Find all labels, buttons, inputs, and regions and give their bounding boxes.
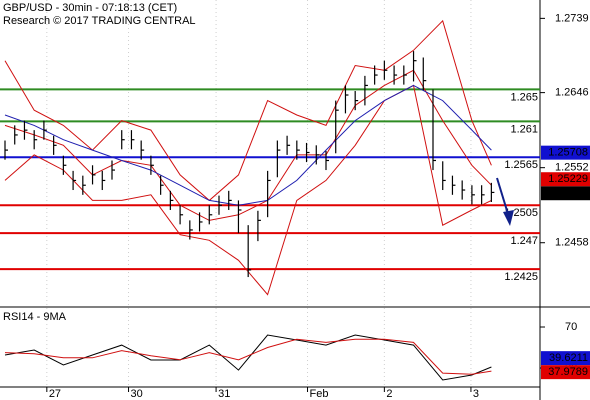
rsi-box — [541, 365, 590, 380]
chart-title: GBP/USD - 30min - 07:18:13 (CET) — [3, 2, 177, 14]
level-label: 1.265 — [510, 91, 538, 103]
overlay-line — [4, 84, 492, 206]
forecast-arrowhead — [503, 210, 514, 226]
rsi-y-tick-label: 70 — [565, 321, 577, 333]
x-tick-label: 31 — [218, 388, 230, 400]
overlay-line — [4, 19, 492, 202]
rsi-box — [541, 351, 590, 366]
x-tick-label: Feb — [310, 388, 329, 400]
y-tick-label: 1.2552 — [555, 162, 589, 174]
price-box — [541, 145, 590, 160]
rsi-title: RSI14 - 9MA — [3, 311, 67, 323]
level-label: 1.247 — [510, 235, 538, 247]
rsi-line — [4, 334, 492, 381]
price-box — [541, 172, 590, 187]
x-tick-label: 3 — [473, 388, 479, 400]
rsi-box-label: 39.6211 — [549, 352, 588, 364]
x-tick-label: 27 — [49, 388, 61, 400]
y-tick-label: 1.2739 — [555, 12, 589, 24]
price-box-label: 1.252 — [560, 187, 588, 199]
overlay-line — [4, 84, 492, 296]
price-box — [541, 186, 590, 201]
level-label: 1.2565 — [504, 159, 538, 171]
overlay-line — [4, 69, 492, 221]
y-tick-label: 1.2646 — [555, 87, 589, 99]
rsi-box-label: 37.9789 — [548, 366, 588, 378]
x-tick-label: 2 — [386, 388, 392, 400]
x-tick-label: 30 — [131, 388, 143, 400]
price-box-label: 1.25229 — [548, 173, 588, 185]
level-label: 1.2505 — [504, 207, 538, 219]
level-label: 1.261 — [510, 123, 538, 135]
rsi-line — [4, 338, 492, 375]
forecast-arrow — [496, 177, 509, 215]
price-box-label: 1.25708 — [548, 147, 588, 159]
y-tick-label: 1.2458 — [555, 237, 589, 249]
chart-subtitle: Research © 2017 TRADING CENTRAL — [3, 15, 196, 27]
level-label: 1.2425 — [504, 271, 538, 283]
